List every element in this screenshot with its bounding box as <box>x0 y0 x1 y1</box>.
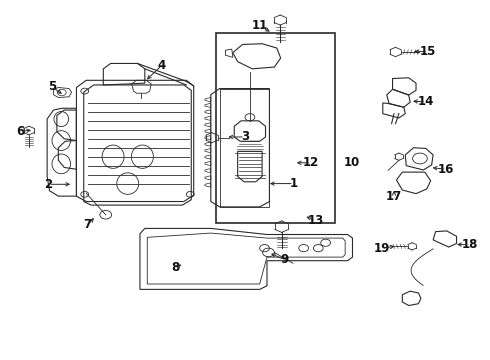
Text: 9: 9 <box>280 253 288 266</box>
Text: 8: 8 <box>172 261 180 274</box>
Text: 11: 11 <box>251 19 268 32</box>
Text: 5: 5 <box>48 80 56 93</box>
Text: 10: 10 <box>343 156 360 169</box>
Text: 7: 7 <box>84 218 92 231</box>
Text: 3: 3 <box>241 130 249 144</box>
Text: 13: 13 <box>308 214 324 227</box>
Text: 12: 12 <box>303 156 319 169</box>
Text: 15: 15 <box>420 45 437 58</box>
Text: 16: 16 <box>438 163 455 176</box>
Text: 19: 19 <box>373 242 390 255</box>
Text: 6: 6 <box>16 125 24 138</box>
Text: 17: 17 <box>386 190 402 203</box>
Text: 4: 4 <box>158 59 166 72</box>
Text: 1: 1 <box>290 177 298 190</box>
Text: 14: 14 <box>417 95 434 108</box>
Bar <box>216 33 335 223</box>
Text: 18: 18 <box>462 238 478 251</box>
Text: 2: 2 <box>45 178 52 191</box>
